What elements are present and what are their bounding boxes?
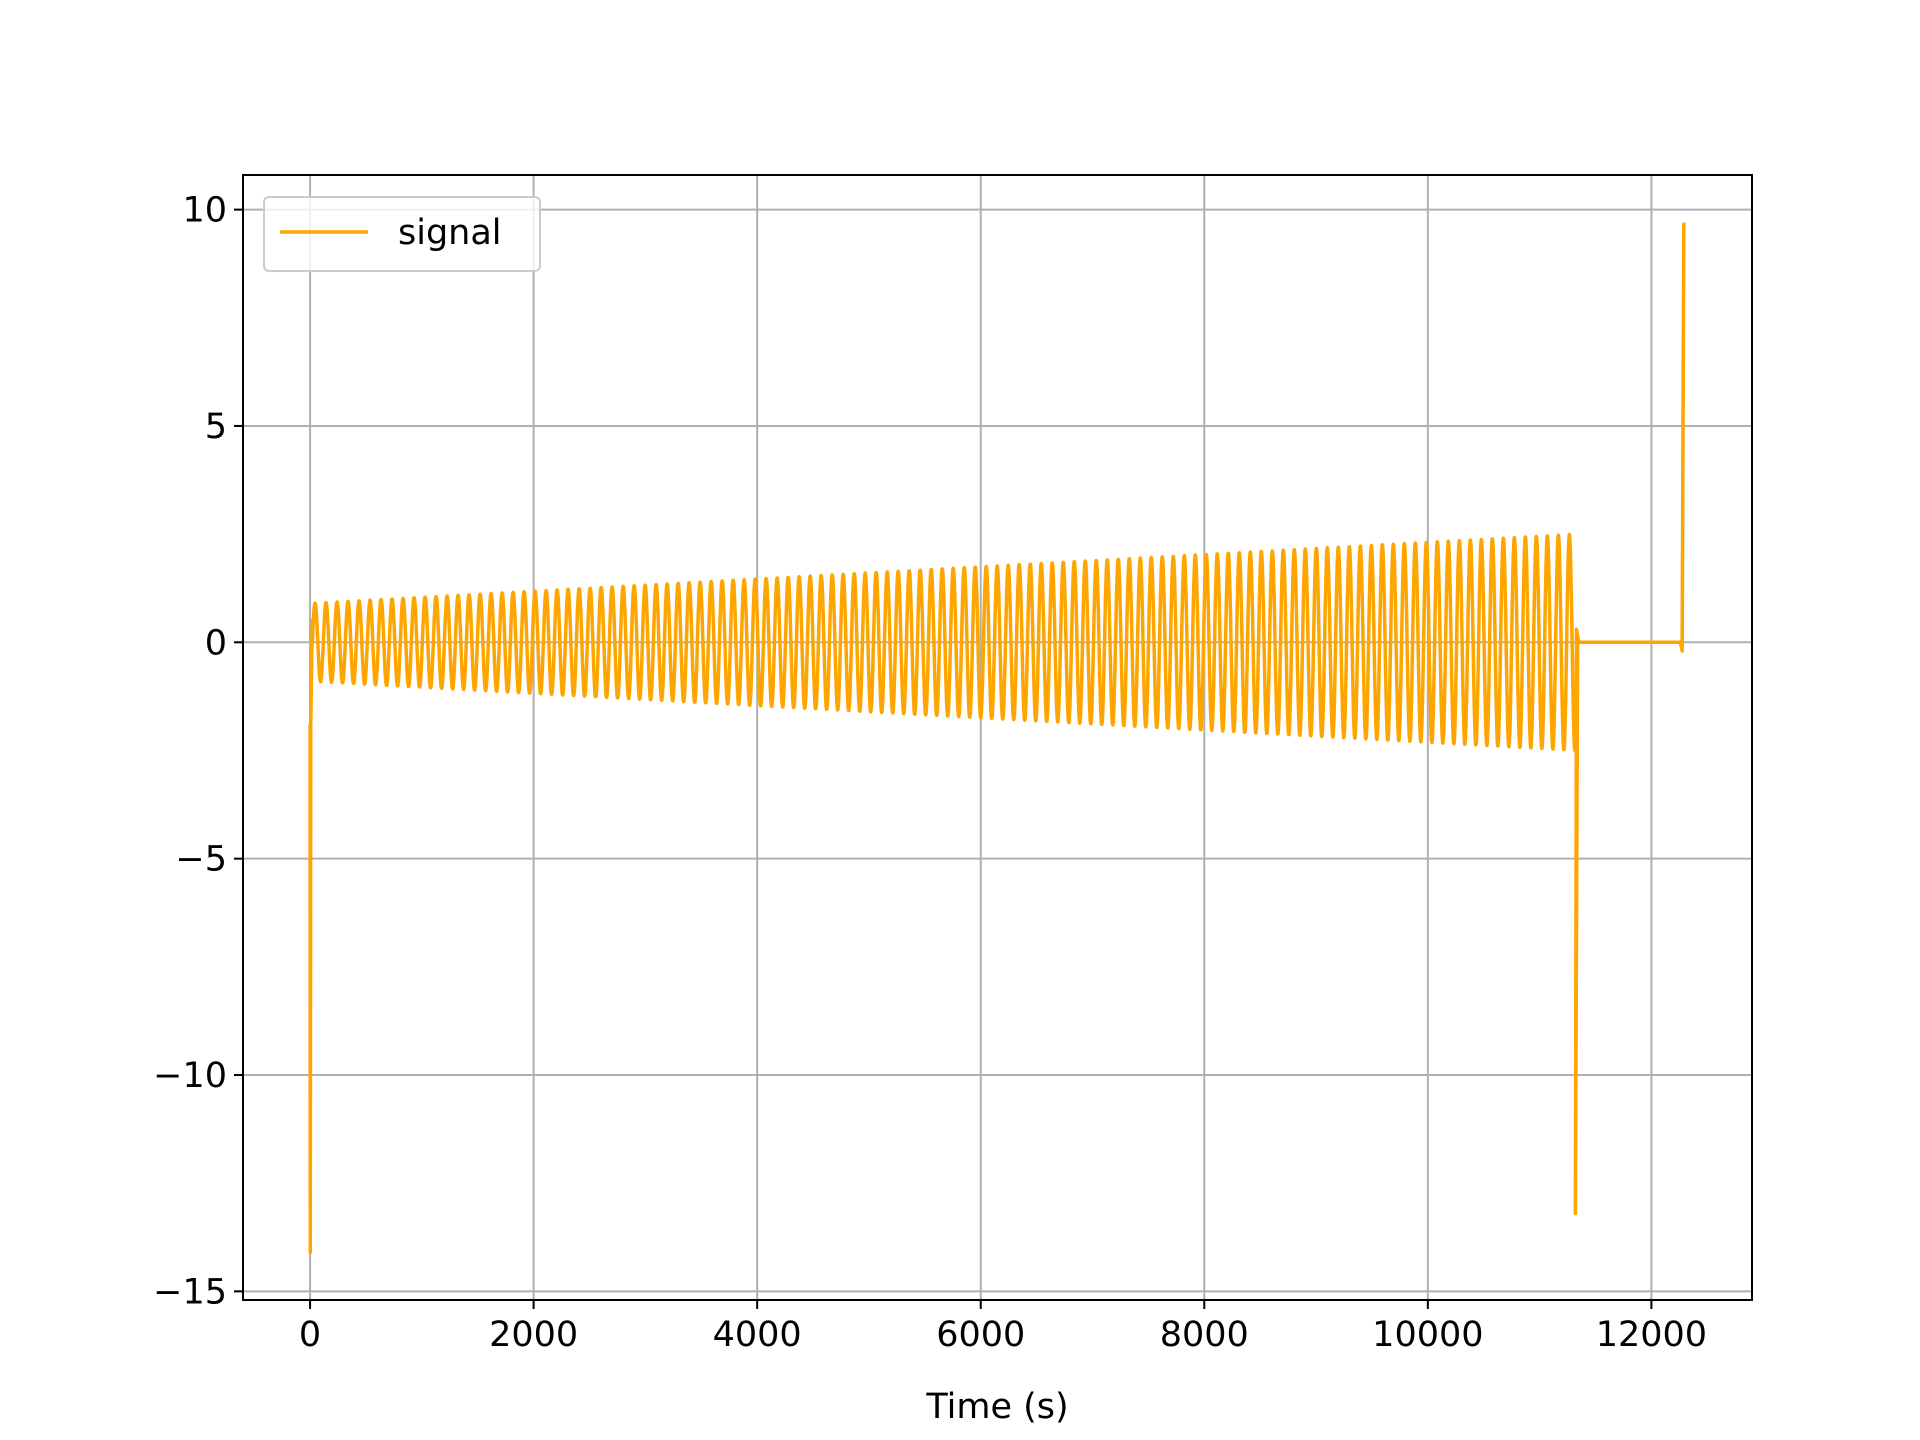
plot-frame <box>242 174 1753 1301</box>
x-tick-label-3: 6000 <box>936 1315 1025 1355</box>
y-tick-label-2: −5 <box>175 840 227 880</box>
legend-box <box>263 196 541 272</box>
tick-labels: 0 2000 4000 6000 8000 10000 12000 −15 −10 −5 0 5 10 <box>153 191 1707 1355</box>
x-tick-label-5: 10000 <box>1372 1315 1483 1355</box>
legend: signal <box>263 196 541 272</box>
y-tick-label-0: −15 <box>153 1272 227 1312</box>
x-tick-label-4: 8000 <box>1160 1315 1249 1355</box>
y-tick-label-5: 10 <box>182 191 227 231</box>
x-tick-label-1: 2000 <box>489 1315 578 1355</box>
x-tick-label-6: 12000 <box>1596 1315 1707 1355</box>
y-tick-label-1: −10 <box>153 1056 227 1096</box>
series-line-signal <box>308 222 1686 1255</box>
series-layer <box>308 222 1686 1255</box>
legend-label-signal: signal <box>398 213 502 253</box>
x-tick-label-0: 0 <box>299 1315 321 1355</box>
y-tick-label-4: 5 <box>205 407 227 447</box>
x-axis-title: Time (s) <box>925 1387 1068 1427</box>
x-tick-label-2: 4000 <box>713 1315 802 1355</box>
y-tick-label-3: 0 <box>205 623 227 663</box>
tick-marks <box>234 208 1653 1309</box>
